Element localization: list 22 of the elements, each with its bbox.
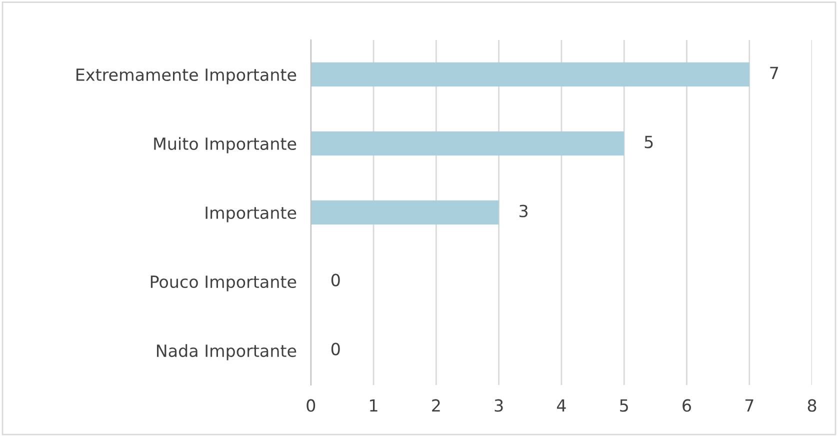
bar — [310, 200, 499, 225]
data-label: 7 — [770, 66, 778, 80]
y-tick-label: Pouco Importante — [150, 276, 296, 292]
x-tick-label: 3 — [494, 399, 503, 412]
bar — [310, 131, 624, 156]
x-tick-label: 7 — [745, 399, 754, 412]
data-label: 0 — [331, 342, 340, 356]
y-tick-label: Nada Importante — [156, 344, 296, 360]
data-label: 0 — [331, 274, 340, 286]
x-tick-label: 1 — [370, 399, 378, 412]
data-label: 3 — [520, 204, 528, 218]
y-tick-label: Muito Importante — [154, 137, 296, 154]
x-tick-label: 2 — [432, 399, 440, 412]
x-tick-label: 0 — [306, 399, 316, 412]
x-tick-label: 4 — [556, 399, 566, 412]
x-tick-label: 8 — [808, 399, 816, 412]
x-tick-label: 6 — [682, 399, 691, 412]
x-tick-label: 5 — [620, 399, 628, 412]
y-tick-label: Extremamente Importante — [76, 68, 296, 84]
y-tick-label: Importante — [206, 206, 296, 222]
data-label: 5 — [644, 136, 653, 148]
bar — [310, 62, 750, 87]
